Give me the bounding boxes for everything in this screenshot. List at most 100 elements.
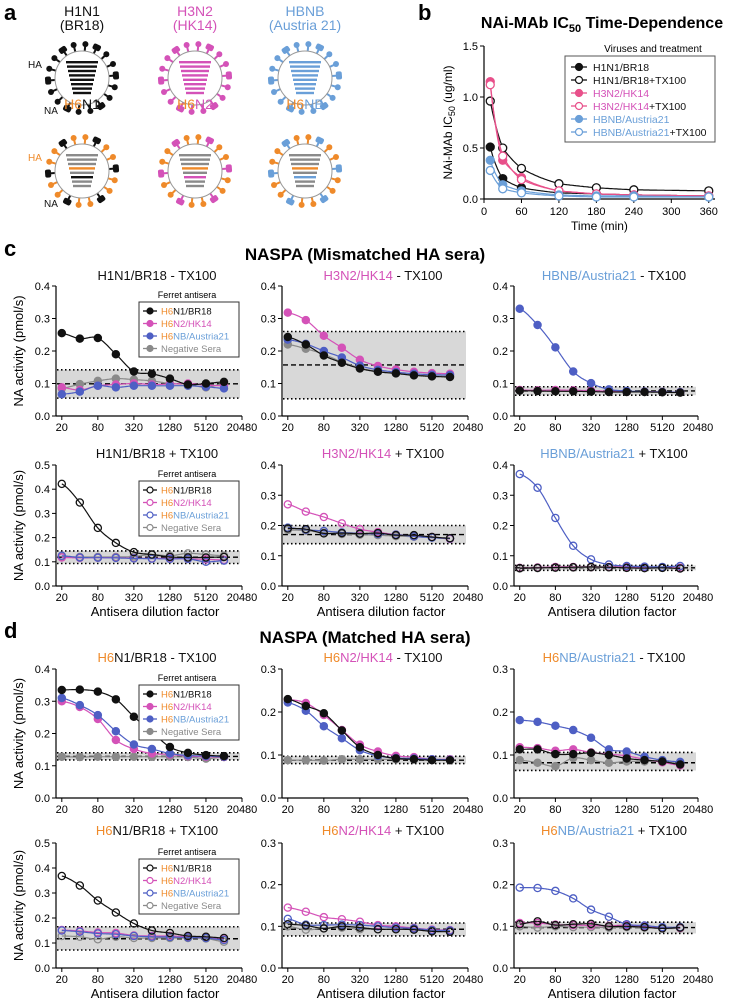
data-point [129, 381, 139, 391]
rna-segment [183, 78, 207, 81]
rna-segment [291, 162, 319, 166]
data-point [319, 529, 329, 538]
x-tick-label: 300 [662, 206, 680, 218]
x-tick-label: 320 [125, 974, 143, 986]
ha-head-icon [195, 134, 202, 141]
data-point [165, 742, 175, 752]
y-tick-label: 0.0 [493, 793, 508, 805]
data-point [355, 529, 365, 538]
y-tick-label: 0.4 [35, 484, 50, 496]
data-point [604, 922, 614, 931]
ha-head-icon [188, 201, 195, 208]
x-tick-label: 240 [625, 206, 643, 218]
na-head-icon [63, 104, 72, 113]
y-tick-label: 0.3 [261, 664, 276, 676]
data-point [129, 740, 139, 749]
data-point [129, 712, 139, 721]
data-point [391, 754, 401, 763]
data-point [75, 752, 85, 762]
ha-head-icon [329, 187, 336, 194]
ha-head-icon [334, 84, 341, 91]
chart-title: H6N1/BR18 + TX100 [96, 823, 218, 838]
x-tick-label: 1280 [614, 592, 638, 604]
series-line [61, 697, 224, 758]
data-point [355, 755, 365, 764]
data-point [391, 530, 401, 540]
chart-c6: HBNB/Austria21 + TX100 0.0 0.1 0.2 0.3 0.4 20 8… [493, 446, 714, 619]
rna-segment [289, 61, 321, 64]
series-line [519, 920, 681, 929]
chart-title: H6N2/HK14 - TX100 [324, 650, 443, 665]
x-tick-label: 320 [351, 804, 369, 816]
virus-envelope [167, 50, 223, 106]
x-tick-label: 80 [549, 804, 561, 816]
ha-head-icon [298, 108, 305, 115]
chart-c1: H1N1/BR18 - TX100 0.0 0.1 0.2 0.3 0.4 20 80 320 1… [11, 268, 257, 434]
data-point [57, 752, 67, 761]
rna-segment [180, 158, 210, 161]
rna-segment [69, 74, 95, 77]
data-point [551, 387, 560, 396]
data-point [533, 483, 542, 492]
legend-marker [146, 864, 154, 872]
data-point [319, 351, 329, 360]
ha-head-icon [159, 158, 166, 165]
data-point [165, 552, 175, 562]
series-line [519, 887, 681, 928]
ha-head-icon [75, 201, 82, 208]
series-line [287, 698, 450, 761]
x-axis-label: Antisera dilution factor [317, 604, 446, 619]
data-point [93, 553, 103, 562]
rna-segment [181, 69, 209, 73]
data-point [516, 174, 527, 185]
rna-segment [294, 176, 316, 179]
panel-letter-c: c [4, 236, 17, 261]
x-tick-label: 180 [587, 206, 605, 218]
data-point [183, 748, 193, 758]
data-point [675, 923, 685, 932]
data-point [516, 188, 527, 198]
data-point [675, 760, 685, 769]
ha-head-icon [164, 55, 171, 62]
na-head-icon [225, 71, 233, 80]
x-tick-label: 20480 [227, 974, 258, 986]
ha-head-icon [310, 107, 317, 114]
x-tick-label: 5120 [420, 592, 444, 604]
x-tick-label: 20480 [453, 422, 484, 434]
data-point [57, 685, 67, 695]
series-line [287, 527, 450, 539]
data-point [75, 700, 85, 710]
data-point [183, 931, 193, 941]
legend-marker [574, 62, 584, 72]
legend-item: H6N1/BR18 [161, 864, 212, 875]
series-line [519, 566, 681, 570]
data-point [568, 387, 578, 396]
data-point [319, 721, 329, 731]
na-head-icon [176, 197, 185, 206]
x-tick-label: 1280 [614, 974, 638, 986]
x-tick-label: 20480 [453, 804, 484, 816]
data-point [515, 304, 524, 313]
legend-item: H3N2/HK14+TX100 [593, 101, 686, 113]
data-point [427, 755, 437, 765]
ha-head-icon [188, 108, 195, 115]
ha-head-icon [183, 42, 190, 49]
data-point [201, 557, 211, 567]
ha-head-icon [82, 134, 89, 141]
series-line [287, 698, 450, 761]
data-point [111, 735, 121, 745]
data-point [219, 377, 229, 387]
data-point [391, 925, 401, 934]
x-tick-label: 20480 [453, 592, 484, 604]
ha-head-icon [305, 134, 312, 141]
data-point [283, 500, 293, 509]
ha-head-icon [161, 181, 168, 188]
x-tick-label: 80 [92, 422, 104, 434]
x-tick-label: 5120 [420, 974, 444, 986]
na-head-icon [63, 197, 72, 206]
ha-head-icon [106, 94, 113, 101]
x-tick-label: 1280 [384, 974, 408, 986]
y-tick-label: 0.1 [493, 750, 508, 762]
data-point [622, 387, 631, 397]
y-tick-label: 0.4 [493, 281, 508, 293]
